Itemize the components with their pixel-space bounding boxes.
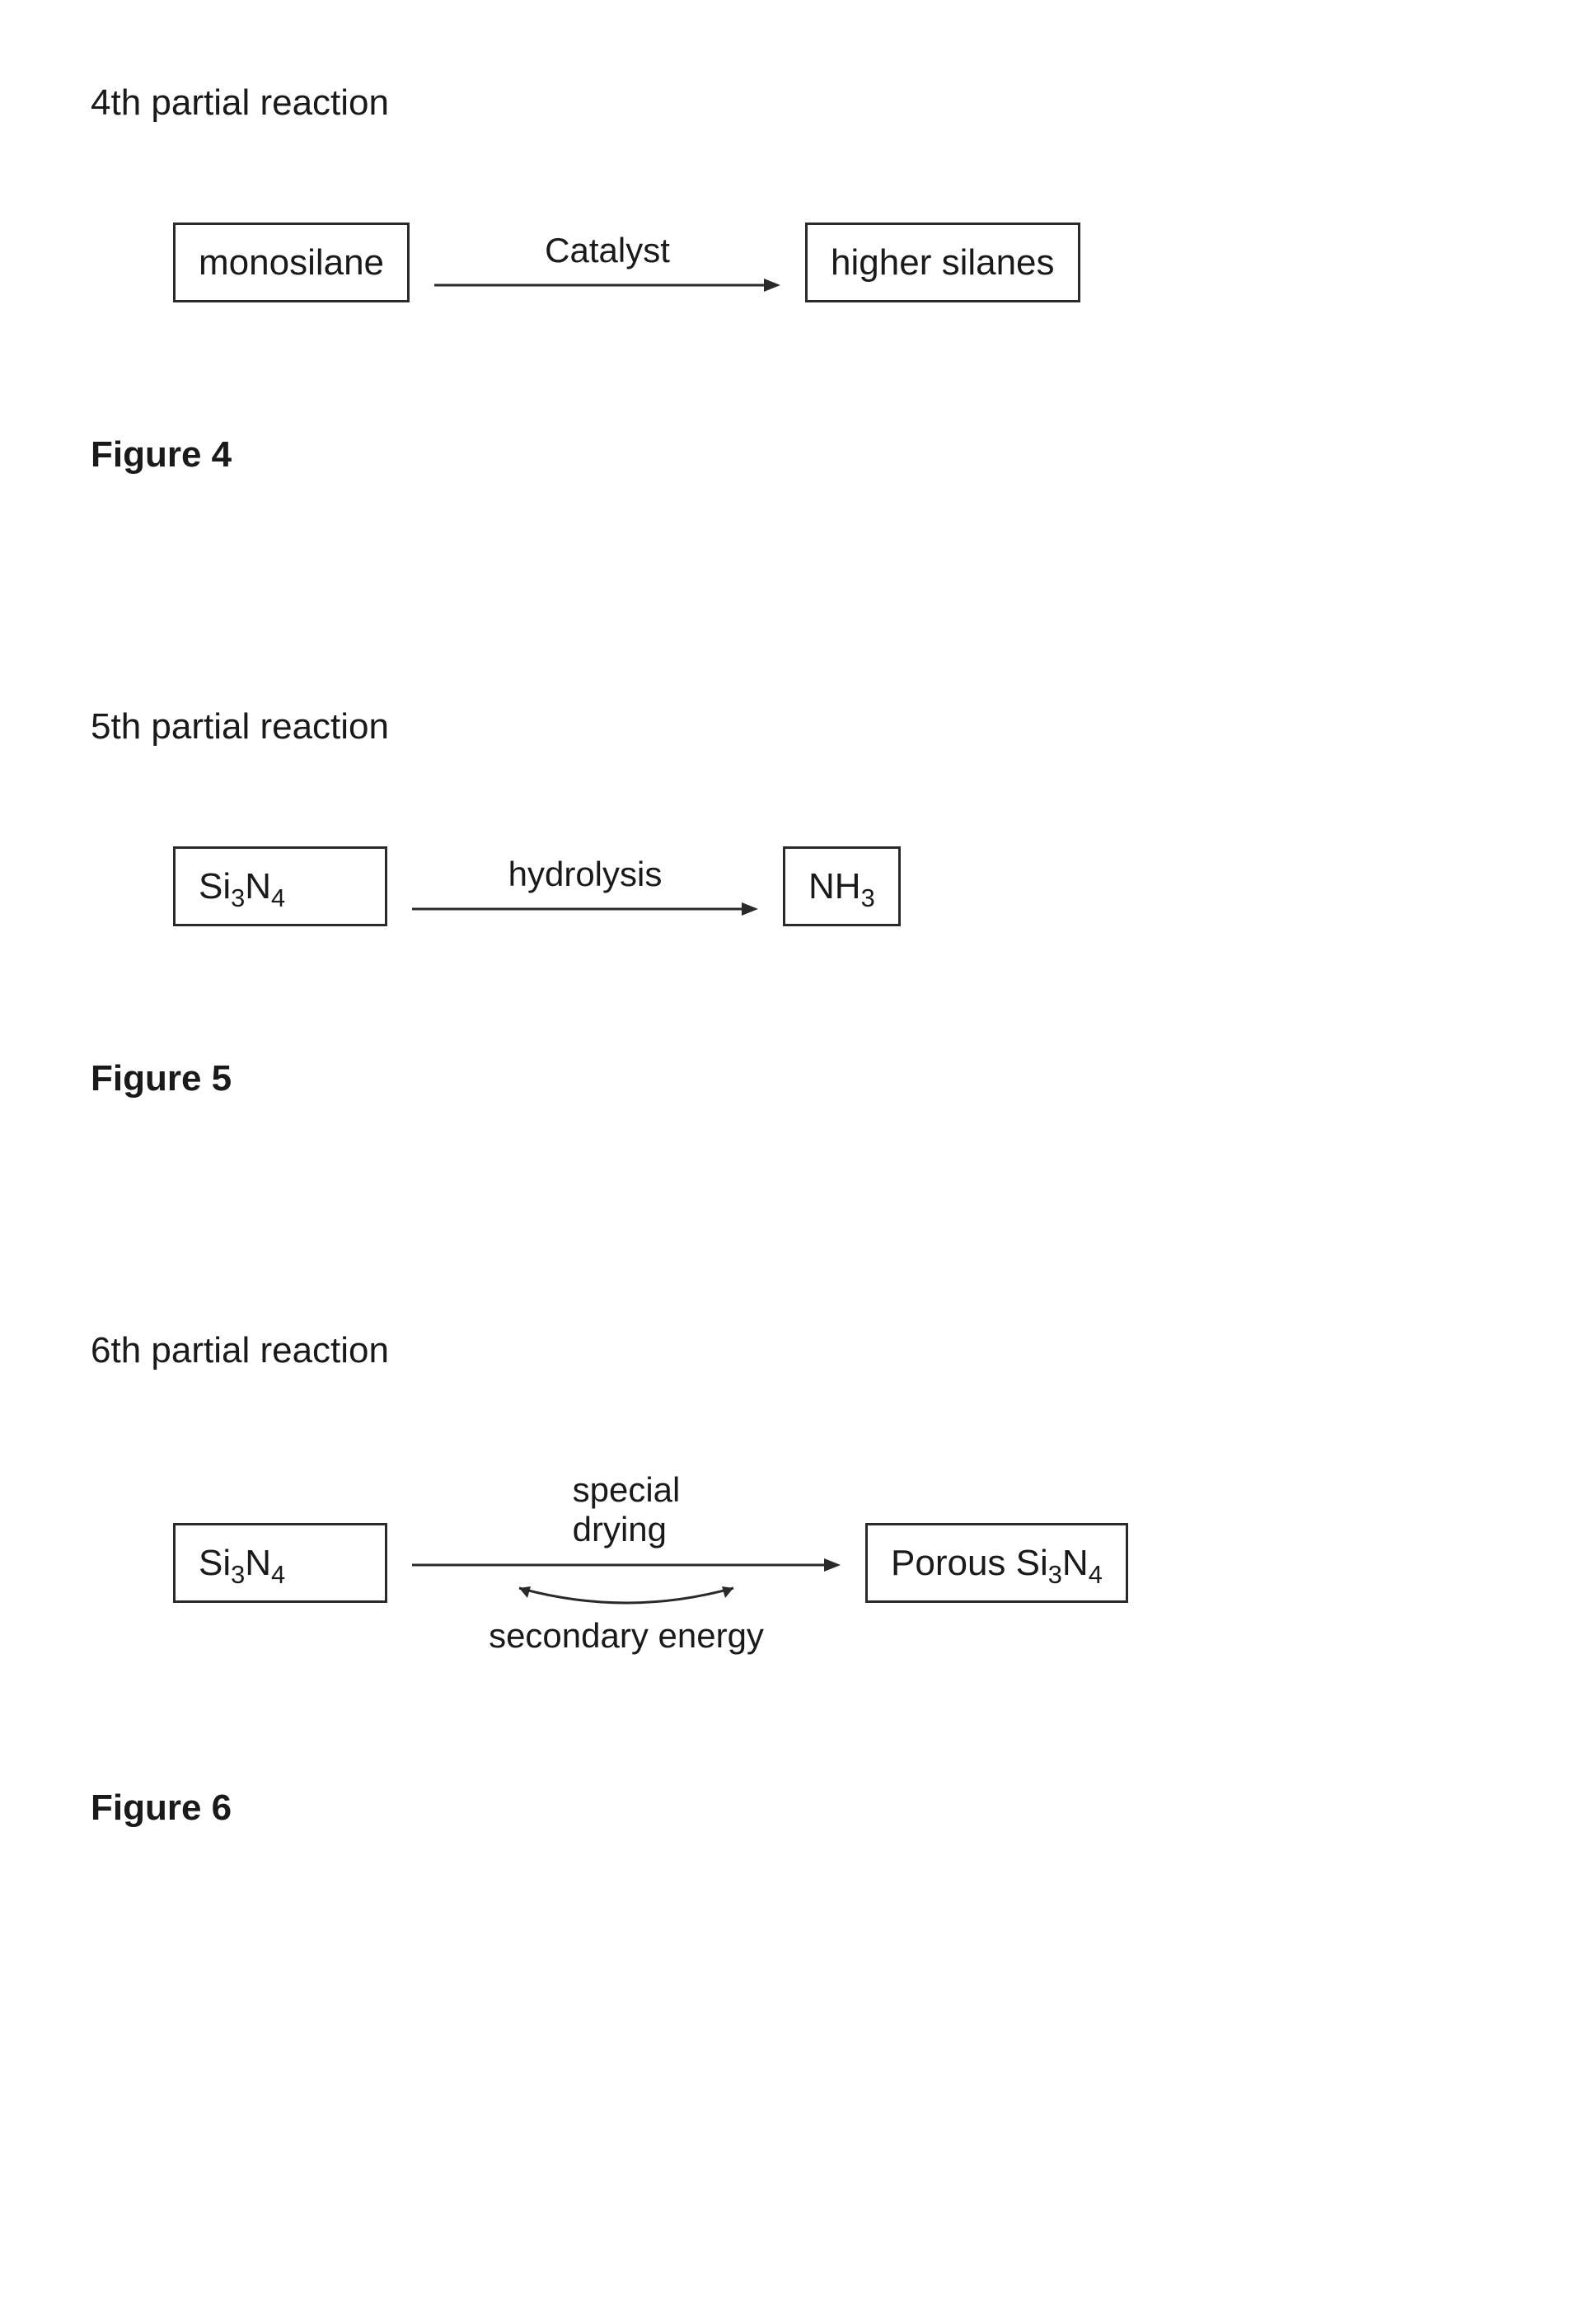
left-compound-box: monosilane: [173, 223, 410, 302]
reaction-arrow: hydrolysis: [412, 855, 758, 919]
figure-caption: Figure 4: [91, 434, 1497, 476]
reaction-row: Si3N4 hydrolysis NH3: [173, 846, 1497, 926]
reaction-section-4: 4th partial reaction monosilane Catalyst…: [91, 82, 1497, 476]
reaction-title: 5th partial reaction: [91, 706, 1497, 747]
arrow-top-label: special drying: [573, 1470, 681, 1550]
reaction-arrow: special drying secondary energy: [412, 1470, 841, 1656]
arrow-bottom-label: secondary energy: [489, 1616, 764, 1656]
arrow-top-label: hydrolysis: [508, 855, 663, 894]
right-compound-box: NH3: [783, 846, 901, 926]
reaction-row: monosilane Catalyst higher silanes: [173, 223, 1497, 302]
reaction-section-6: 6th partial reaction Si3N4 special dryin…: [91, 1330, 1497, 1829]
figure-caption: Figure 5: [91, 1058, 1497, 1099]
left-compound-box: Si3N4: [173, 1523, 387, 1603]
arrow-top-label: Catalyst: [545, 231, 670, 270]
reaction-arrow: Catalyst: [434, 231, 780, 295]
right-compound-box: higher silanes: [805, 223, 1080, 302]
reaction-row: Si3N4 special drying secondary energy Po…: [173, 1470, 1497, 1656]
curved-double-arrow-icon: [503, 1581, 750, 1611]
reaction-section-5: 5th partial reaction Si3N4 hydrolysis NH…: [91, 706, 1497, 1099]
arrow-top-label-line1: special: [573, 1470, 681, 1509]
left-compound-box: Si3N4: [173, 846, 387, 926]
arrow-icon: [434, 275, 780, 295]
reaction-title: 6th partial reaction: [91, 1330, 1497, 1371]
right-compound-box: Porous Si3N4: [865, 1523, 1128, 1603]
figure-caption: Figure 6: [91, 1788, 1497, 1829]
reaction-title: 4th partial reaction: [91, 82, 1497, 124]
arrow-icon: [412, 899, 758, 919]
arrow-top-label-line2: drying: [573, 1510, 667, 1549]
arrow-icon: [412, 1555, 841, 1575]
